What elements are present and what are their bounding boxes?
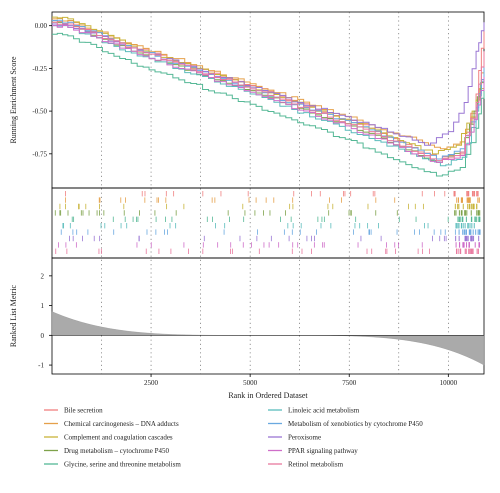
legend-label: Peroxisome [288, 434, 321, 442]
y-tick-label: -0.50 [32, 108, 47, 116]
y-tick-label: -1 [38, 362, 44, 370]
legend-label: Glycine, serine and threonine metabolism [64, 461, 181, 469]
enrichment-line [52, 32, 485, 177]
metric-y-axis: 2 1 0 -1 [38, 272, 52, 370]
legend-item: Peroxisome [268, 434, 321, 442]
legend-item: Metabolism of xenobiotics by cytochrome … [268, 420, 423, 428]
enrichment-line [52, 25, 485, 163]
enrichment-y-axis-label: Running Enrichment Score [9, 56, 18, 144]
y-tick-label: 0.00 [35, 22, 48, 30]
legend-item: PPAR signaling pathway [268, 447, 358, 455]
legend-item: Linoleic acid metabolism [268, 407, 360, 415]
y-tick-label: 0 [41, 332, 45, 340]
vertical-gridlines [101, 12, 449, 374]
legend-item: Drug metabolism – cytochrome P450 [44, 447, 169, 455]
hit-barcode-panel [51, 187, 485, 259]
y-tick-label: 2 [41, 272, 45, 280]
metric-y-axis-label: Ranked List Metric [9, 284, 18, 347]
legend-label: Linoleic acid metabolism [288, 407, 360, 415]
legend-label: Metabolism of xenobiotics by cytochrome … [288, 420, 423, 428]
legend-item: Retinol metabolism [268, 461, 344, 469]
x-axis-label: Rank in Ordered Dataset [228, 391, 308, 400]
legend-label: Drug metabolism – cytochrome P450 [64, 447, 169, 455]
legend-label: Chemical carcinogenesis – DNA adducts [64, 420, 179, 428]
legend-label: Retinol metabolism [288, 461, 344, 469]
enrichment-line [52, 21, 485, 162]
legend-item: Glycine, serine and threonine metabolism [44, 461, 181, 469]
y-tick-label: -0.25 [32, 65, 47, 73]
legend-item: Complement and coagulation cascades [44, 434, 173, 442]
x-tick-label: 7500 [342, 379, 357, 387]
enrichment-score-lines [52, 16, 485, 177]
enrichment-y-axis: 0.00 -0.25 -0.50 -0.75 [32, 22, 52, 158]
x-tick-label: 5000 [243, 379, 258, 387]
legend-item: Bile secretion [44, 407, 103, 415]
y-tick-label: 1 [41, 302, 45, 310]
x-tick-label: 2500 [144, 379, 159, 387]
legend-label: Complement and coagulation cascades [64, 434, 173, 442]
legend: Bile secretion Chemical carcinogenesis – … [44, 407, 423, 469]
x-tick-label: 10000 [440, 379, 458, 387]
gene-hit-barcodes [54, 191, 481, 254]
x-axis: 2500 5000 7500 10000 [144, 374, 458, 387]
y-tick-label: -0.75 [32, 150, 47, 158]
ranked-metric-area [51, 311, 485, 366]
ranked-metric-area [51, 311, 485, 366]
enrichment-line [52, 25, 485, 167]
ranked-metric-panel [51, 257, 485, 375]
legend-label: Bile secretion [64, 407, 103, 415]
legend-label: PPAR signaling pathway [288, 447, 358, 455]
legend-item: Chemical carcinogenesis – DNA adducts [44, 420, 179, 428]
